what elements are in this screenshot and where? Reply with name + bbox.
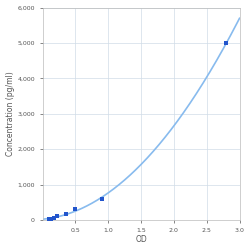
Point [64, 212, 68, 216]
Point [47, 217, 51, 221]
Y-axis label: Concentration (pg/ml): Concentration (pg/ml) [6, 72, 15, 156]
X-axis label: OD: OD [135, 236, 147, 244]
Point [74, 208, 78, 212]
Point [55, 214, 59, 218]
Point [52, 216, 56, 220]
Point [49, 216, 53, 220]
Point [224, 41, 228, 45]
Point [100, 197, 104, 201]
